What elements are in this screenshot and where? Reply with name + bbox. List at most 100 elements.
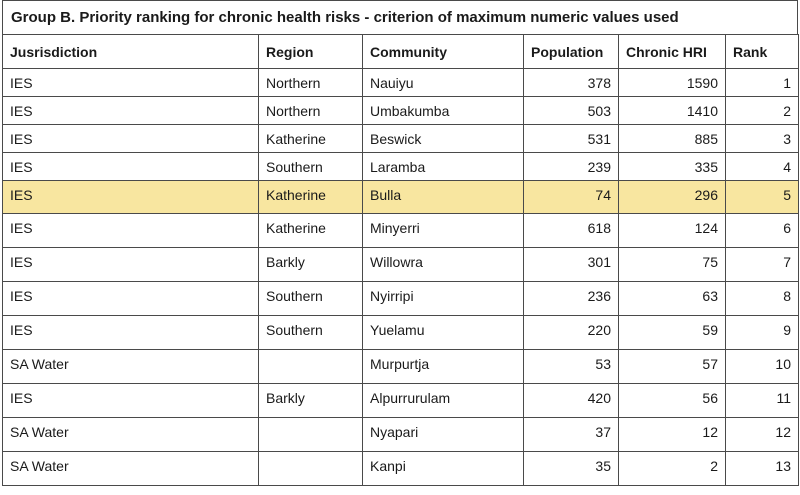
- cell-region: Southern: [258, 281, 363, 316]
- cell-population: 53: [523, 349, 619, 384]
- cell-rank: 3: [725, 124, 799, 153]
- cell-community: Umbakumba: [362, 96, 524, 125]
- cell-rank: 12: [725, 417, 799, 452]
- cell-jurisdiction: IES: [2, 281, 259, 316]
- cell-chronic-hri: 75: [618, 247, 726, 282]
- cell-region: [258, 349, 363, 384]
- table-title: Group B. Priority ranking for chronic he…: [2, 0, 798, 34]
- cell-region: Northern: [258, 68, 363, 97]
- cell-rank: 7: [725, 247, 799, 282]
- cell-jurisdiction: IES: [2, 68, 259, 97]
- cell-population: 239: [523, 152, 619, 181]
- cell-population: 37: [523, 417, 619, 452]
- header-jurisdiction: Jusrisdiction: [2, 34, 259, 69]
- cell-rank: 13: [725, 451, 799, 486]
- ranking-table: Jusrisdiction Region Community Populatio…: [2, 34, 799, 486]
- table-row: IES Northern Nauiyu 378 1590 1: [2, 68, 799, 97]
- table-row: IES Southern Yuelamu 220 59 9: [2, 315, 799, 350]
- cell-population: 618: [523, 213, 619, 248]
- cell-community: Nyapari: [362, 417, 524, 452]
- cell-region: Southern: [258, 315, 363, 350]
- cell-region: Katherine: [258, 124, 363, 153]
- cell-chronic-hri: 124: [618, 213, 726, 248]
- table-row: IES Barkly Alpurrurulam 420 56 11: [2, 383, 799, 418]
- cell-chronic-hri: 885: [618, 124, 726, 153]
- cell-jurisdiction: IES: [2, 152, 259, 181]
- cell-rank: 5: [725, 180, 799, 214]
- cell-population: 420: [523, 383, 619, 418]
- header-region: Region: [258, 34, 363, 69]
- cell-chronic-hri: 59: [618, 315, 726, 350]
- cell-chronic-hri: 56: [618, 383, 726, 418]
- cell-community: Laramba: [362, 152, 524, 181]
- cell-jurisdiction: IES: [2, 96, 259, 125]
- cell-jurisdiction: IES: [2, 213, 259, 248]
- cell-rank: 9: [725, 315, 799, 350]
- cell-population: 74: [523, 180, 619, 214]
- cell-community: Willowra: [362, 247, 524, 282]
- cell-community: Beswick: [362, 124, 524, 153]
- cell-community: Kanpi: [362, 451, 524, 486]
- cell-region: [258, 417, 363, 452]
- table-row: SA Water Murpurtja 53 57 10: [2, 349, 799, 384]
- cell-region: Katherine: [258, 180, 363, 214]
- table-row: IES Katherine Beswick 531 885 3: [2, 124, 799, 153]
- cell-jurisdiction: IES: [2, 383, 259, 418]
- cell-rank: 11: [725, 383, 799, 418]
- cell-region: Barkly: [258, 383, 363, 418]
- table-body: IES Northern Nauiyu 378 1590 1 IES Northern Umba…: [2, 68, 799, 486]
- cell-population: 35: [523, 451, 619, 486]
- table-row: IES Katherine Bulla 74 296 5: [2, 180, 799, 214]
- cell-region: Northern: [258, 96, 363, 125]
- cell-community: Murpurtja: [362, 349, 524, 384]
- cell-community: Minyerri: [362, 213, 524, 248]
- cell-chronic-hri: 1410: [618, 96, 726, 125]
- cell-chronic-hri: 1590: [618, 68, 726, 97]
- cell-chronic-hri: 296: [618, 180, 726, 214]
- cell-rank: 2: [725, 96, 799, 125]
- header-population: Population: [523, 34, 619, 69]
- cell-rank: 10: [725, 349, 799, 384]
- cell-chronic-hri: 12: [618, 417, 726, 452]
- cell-chronic-hri: 57: [618, 349, 726, 384]
- cell-community: Alpurrurulam: [362, 383, 524, 418]
- cell-jurisdiction: SA Water: [2, 349, 259, 384]
- cell-chronic-hri: 335: [618, 152, 726, 181]
- cell-region: Barkly: [258, 247, 363, 282]
- header-rank: Rank: [725, 34, 799, 69]
- table-row: SA Water Kanpi 35 2 13: [2, 451, 799, 486]
- table-row: IES Barkly Willowra 301 75 7: [2, 247, 799, 282]
- cell-community: Nauiyu: [362, 68, 524, 97]
- cell-population: 503: [523, 96, 619, 125]
- cell-community: Bulla: [362, 180, 524, 214]
- cell-jurisdiction: IES: [2, 124, 259, 153]
- table-row: IES Katherine Minyerri 618 124 6: [2, 213, 799, 248]
- cell-jurisdiction: IES: [2, 247, 259, 282]
- header-row: Jusrisdiction Region Community Populatio…: [2, 34, 799, 69]
- cell-population: 378: [523, 68, 619, 97]
- cell-community: Yuelamu: [362, 315, 524, 350]
- cell-region: Southern: [258, 152, 363, 181]
- cell-rank: 8: [725, 281, 799, 316]
- cell-jurisdiction: SA Water: [2, 417, 259, 452]
- cell-rank: 4: [725, 152, 799, 181]
- cell-population: 236: [523, 281, 619, 316]
- cell-population: 301: [523, 247, 619, 282]
- cell-rank: 6: [725, 213, 799, 248]
- table-row: IES Southern Nyirripi 236 63 8: [2, 281, 799, 316]
- header-community: Community: [362, 34, 524, 69]
- cell-jurisdiction: IES: [2, 315, 259, 350]
- cell-region: [258, 451, 363, 486]
- cell-jurisdiction: IES: [2, 180, 259, 214]
- ranking-table-container: Group B. Priority ranking for chronic he…: [2, 0, 799, 486]
- cell-community: Nyirripi: [362, 281, 524, 316]
- cell-population: 531: [523, 124, 619, 153]
- cell-population: 220: [523, 315, 619, 350]
- cell-jurisdiction: SA Water: [2, 451, 259, 486]
- table-row: IES Southern Laramba 239 335 4: [2, 152, 799, 181]
- header-chronic-hri: Chronic HRI: [618, 34, 726, 69]
- cell-region: Katherine: [258, 213, 363, 248]
- table-row: IES Northern Umbakumba 503 1410 2: [2, 96, 799, 125]
- cell-rank: 1: [725, 68, 799, 97]
- table-row: SA Water Nyapari 37 12 12: [2, 417, 799, 452]
